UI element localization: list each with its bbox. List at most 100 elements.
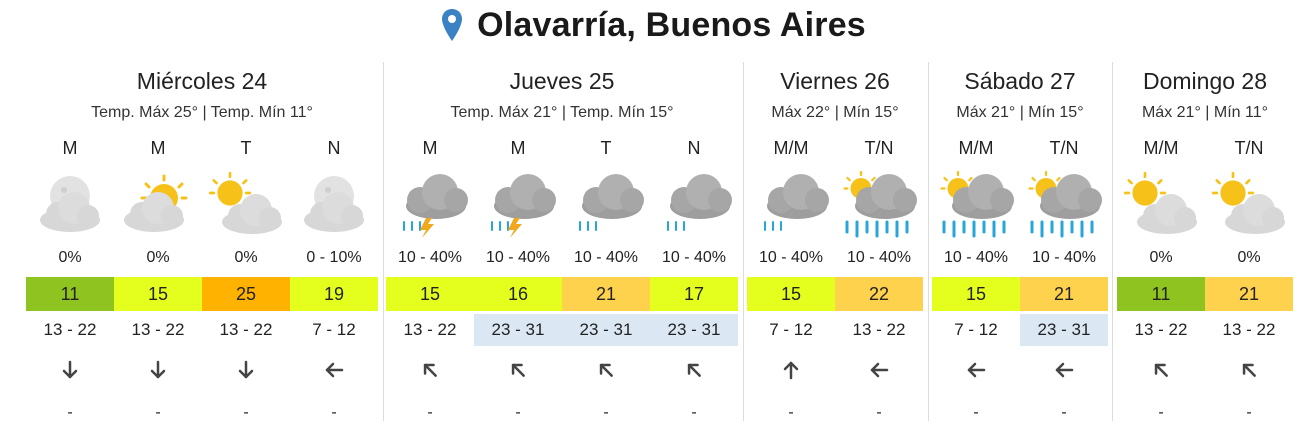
rain-probability: 0% — [58, 249, 82, 266]
time-slot: M/M 0% 11 13 - 22 - — [1117, 62, 1205, 421]
day-name: Domingo 28 — [1142, 68, 1268, 94]
period-label: M/M — [773, 138, 809, 158]
day-separator — [743, 62, 744, 421]
heavy-rain-sun-icon — [1024, 166, 1104, 238]
time-slot: M 10 - 40% 16 23 - 31 - — [474, 62, 562, 421]
day-temp-range: Temp. Máx 25° | Temp. Mín 11° — [91, 104, 313, 121]
night-cloudy-icon — [30, 166, 110, 238]
heavy-rain-sun-icon — [936, 166, 1016, 238]
period-label: T — [600, 138, 612, 158]
rain-probability: 10 - 40% — [846, 249, 912, 266]
location-pin-icon — [442, 9, 463, 41]
wind-speed: 13 - 22 — [1222, 320, 1276, 339]
wind-speed: 23 - 31 — [562, 314, 650, 346]
period-label: N — [327, 138, 341, 158]
heavy-rain-sun-icon — [839, 166, 919, 238]
placeholder-dash: - — [331, 404, 337, 421]
temperature-cell: 19 — [290, 277, 378, 311]
day-column: Jueves 25 Temp. Máx 21° | Temp. Mín 15° M 1… — [386, 62, 738, 421]
wind-direction-icon — [236, 360, 256, 380]
placeholder-dash: - — [876, 404, 882, 421]
wind-direction-icon — [684, 360, 704, 380]
time-slot: T/N 10 - 40% 21 23 - 31 - — [1020, 62, 1108, 421]
rain-probability: 10 - 40% — [573, 249, 639, 266]
period-label: M/M — [958, 138, 994, 158]
day-column: Sábado 27 Máx 21° | Mín 15° M/M 10 - 40% 15 7… — [932, 62, 1108, 421]
wind-speed: 23 - 31 — [650, 314, 738, 346]
storm-icon — [390, 166, 470, 238]
temperature-cell: 15 — [747, 277, 835, 311]
day-temp-range: Máx 21° | Mín 15° — [956, 104, 1084, 121]
day-separator — [383, 62, 384, 421]
day-temp-range: Máx 21° | Mín 11° — [1141, 104, 1269, 121]
wind-speed: 13 - 22 — [852, 320, 906, 339]
showers-icon — [654, 166, 734, 238]
period-label: M — [422, 138, 438, 158]
rain-probability: 10 - 40% — [485, 249, 551, 266]
wind-direction-icon — [1054, 360, 1074, 380]
rain-probability: 0% — [1237, 249, 1261, 266]
wind-speed: 23 - 31 — [474, 314, 562, 346]
rain-probability: 10 - 40% — [943, 249, 1009, 266]
wind-speed: 7 - 12 — [954, 320, 998, 339]
temperature-cell: 11 — [26, 277, 114, 311]
placeholder-dash: - — [67, 404, 73, 421]
temperature-cell: 11 — [1117, 277, 1205, 311]
rain-probability: 0% — [146, 249, 170, 266]
rain-probability: 0% — [1149, 249, 1173, 266]
day-separator — [1112, 62, 1113, 421]
time-slot: N 10 - 40% 17 23 - 31 - — [650, 62, 738, 421]
wind-direction-icon — [781, 360, 801, 380]
time-slot: T/N 10 - 40% 22 13 - 22 - — [835, 62, 923, 421]
day-name: Viernes 26 — [780, 68, 890, 94]
temperature-cell: 22 — [835, 277, 923, 311]
wind-speed: 23 - 31 — [1020, 314, 1108, 346]
placeholder-dash: - — [603, 404, 609, 421]
showers-icon — [566, 166, 646, 238]
partly-sunny-icon — [118, 166, 198, 238]
rain-probability: 0 - 10% — [306, 249, 362, 266]
day-column: Miércoles 24 Temp. Máx 25° | Temp. Mín 11… — [26, 62, 378, 421]
period-label: T/N — [1234, 138, 1264, 158]
day-name: Sábado 27 — [964, 68, 1076, 94]
period-label: M/M — [1143, 138, 1179, 158]
sun-cloud-icon — [206, 166, 286, 238]
rain-probability: 10 - 40% — [1031, 249, 1097, 266]
day-temp-range: Máx 22° | Mín 15° — [771, 104, 899, 121]
period-label: M — [150, 138, 166, 158]
period-label: T/N — [864, 138, 894, 158]
day-column: Domingo 28 Máx 21° | Mín 11° M/M 0% 11 13 - 2… — [1117, 62, 1293, 421]
showers-icon — [751, 166, 831, 238]
page-title-bar: Olavarría, Buenos Aires — [0, 0, 1307, 50]
placeholder-dash: - — [427, 404, 433, 421]
placeholder-dash: - — [1158, 404, 1164, 421]
wind-speed: 13 - 22 — [1134, 320, 1188, 339]
time-slot: T 10 - 40% 21 23 - 31 - — [562, 62, 650, 421]
rain-probability: 10 - 40% — [661, 249, 727, 266]
time-slot: M 0% 15 13 - 22 - — [114, 62, 202, 421]
wind-direction-icon — [508, 360, 528, 380]
period-label: T/N — [1049, 138, 1079, 158]
rain-probability: 0% — [234, 249, 258, 266]
placeholder-dash: - — [973, 404, 979, 421]
day-separator — [928, 62, 929, 421]
wind-speed: 7 - 12 — [769, 320, 813, 339]
wind-direction-icon — [1151, 360, 1171, 380]
temperature-cell: 25 — [202, 277, 290, 311]
wind-direction-icon — [420, 360, 440, 380]
temperature-cell: 21 — [562, 277, 650, 311]
day-column: Viernes 26 Máx 22° | Mín 15° M/M 10 - 40% 15… — [747, 62, 923, 421]
temperature-cell: 21 — [1205, 277, 1293, 311]
time-slot: T 0% 25 13 - 22 - — [202, 62, 290, 421]
wind-direction-icon — [596, 360, 616, 380]
wind-direction-icon — [60, 360, 80, 380]
wind-direction-icon — [148, 360, 168, 380]
placeholder-dash: - — [243, 404, 249, 421]
time-slot: M 10 - 40% 15 13 - 22 - — [386, 62, 474, 421]
day-name: Miércoles 24 — [136, 68, 268, 94]
period-label: T — [240, 138, 252, 158]
placeholder-dash: - — [515, 404, 521, 421]
placeholder-dash: - — [1246, 404, 1252, 421]
time-slot: T/N 0% 21 13 - 22 - — [1205, 62, 1293, 421]
sun-cloud-icon — [1209, 166, 1289, 238]
